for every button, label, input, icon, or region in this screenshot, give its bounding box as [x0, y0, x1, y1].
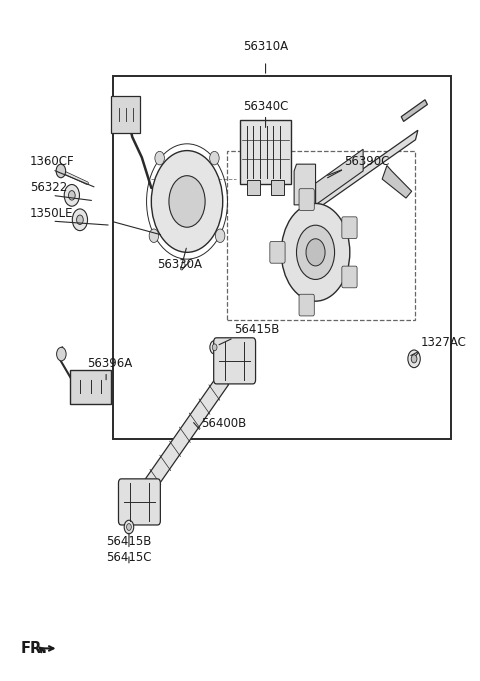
Circle shape [216, 229, 225, 242]
Text: 56400B: 56400B [201, 417, 247, 430]
Bar [228, 151, 416, 320]
Circle shape [306, 239, 325, 266]
Circle shape [297, 225, 335, 279]
Circle shape [124, 520, 134, 534]
Circle shape [69, 191, 75, 200]
FancyBboxPatch shape [247, 180, 260, 195]
Polygon shape [401, 99, 427, 121]
Circle shape [169, 176, 205, 227]
Text: 56415B: 56415B [234, 323, 279, 336]
Circle shape [127, 524, 132, 530]
Text: 1360CF: 1360CF [30, 155, 74, 168]
Text: 56310A: 56310A [243, 40, 288, 53]
Circle shape [408, 350, 420, 368]
FancyBboxPatch shape [270, 242, 285, 263]
Circle shape [210, 151, 219, 165]
Circle shape [281, 204, 350, 301]
Polygon shape [304, 130, 418, 219]
FancyBboxPatch shape [119, 479, 160, 525]
Text: 56322: 56322 [30, 181, 67, 194]
Text: 56330A: 56330A [157, 257, 203, 270]
Polygon shape [141, 373, 228, 497]
Circle shape [77, 215, 83, 225]
FancyBboxPatch shape [342, 217, 357, 238]
Text: 56390C: 56390C [344, 155, 389, 168]
Circle shape [64, 185, 80, 206]
Circle shape [56, 164, 66, 178]
FancyBboxPatch shape [299, 294, 314, 316]
FancyBboxPatch shape [342, 266, 357, 288]
Bar [113, 76, 451, 439]
Text: 56415B: 56415B [106, 535, 152, 548]
FancyBboxPatch shape [214, 338, 255, 384]
Circle shape [57, 347, 66, 361]
Polygon shape [315, 149, 363, 205]
Text: FR.: FR. [21, 641, 48, 656]
FancyBboxPatch shape [111, 96, 140, 133]
FancyBboxPatch shape [271, 180, 284, 195]
FancyBboxPatch shape [240, 120, 291, 184]
Polygon shape [382, 165, 412, 198]
Polygon shape [294, 164, 315, 205]
Text: 56340C: 56340C [243, 100, 288, 113]
FancyBboxPatch shape [299, 189, 314, 210]
Text: 1327AC: 1327AC [420, 336, 466, 349]
Circle shape [72, 209, 87, 231]
Circle shape [151, 151, 223, 253]
Text: 56396A: 56396A [87, 358, 132, 370]
Circle shape [212, 344, 217, 351]
Circle shape [155, 151, 164, 165]
FancyBboxPatch shape [71, 370, 111, 404]
Circle shape [411, 355, 417, 363]
Text: 56415C: 56415C [106, 552, 152, 565]
Circle shape [210, 340, 219, 354]
Circle shape [149, 229, 159, 242]
Text: 1350LE: 1350LE [30, 208, 73, 221]
